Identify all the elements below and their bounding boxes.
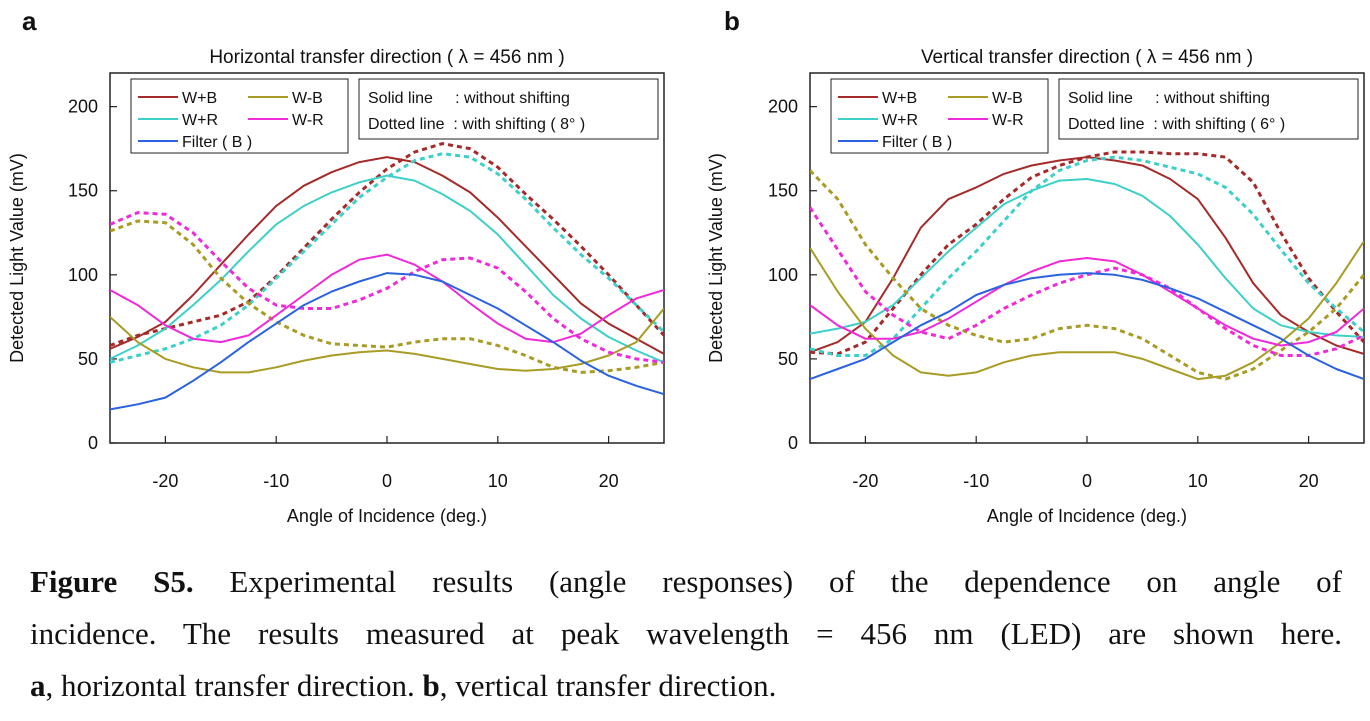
series-line-wplusr-dotted-a [110, 152, 664, 364]
series-line-wplusr-dotted-b [810, 155, 1364, 357]
series-line-wplusr-solid-a [110, 174, 664, 364]
series-line-wminusb-solid-a [110, 307, 664, 374]
series-line-wminusb-solid-b [810, 240, 1364, 381]
legend-b: W+B W-B W+R W-R Filter ( B ) [830, 78, 1049, 154]
y-tick-label-b-150: 150 [768, 181, 798, 201]
series-lines-b [810, 150, 1364, 381]
x-tick-label-b-20: 20 [1299, 471, 1319, 491]
legend-a: W+B W-B W+R W-R Filter ( B ) [130, 78, 349, 154]
panel-b: b Vertical transfer direction ( λ = 456 … [706, 6, 1365, 526]
annotation-solid-b: Solid line : without shifting [1068, 90, 1270, 107]
y-tick-label-b-50: 50 [778, 349, 798, 369]
series-line-wminusr-dotted-a [110, 211, 664, 364]
x-tick-label-b-10: 10 [1188, 471, 1208, 491]
series-line-wminusr-solid-a [110, 253, 664, 344]
y-axis-ticks-a: 0 50 100 150 200 [68, 97, 117, 453]
series-line-wplusr-solid-b [810, 178, 1364, 338]
caption-line-2: incidence. The results measured at peak … [30, 616, 1342, 651]
legend-label-filter-a: Filter ( B ) [182, 134, 252, 151]
y-tick-label-a-200: 200 [68, 97, 98, 117]
series-line-filter-b-solid-a [110, 272, 664, 411]
annotation-solid-a: Solid line : without shifting [368, 90, 570, 107]
legend-label-wpr-b: W+R [882, 112, 918, 129]
caption-ref-a-text: , horizontal transfer direction. [45, 668, 415, 703]
chart-title-a: Horizontal transfer direction ( λ = 456 … [209, 47, 564, 68]
caption-ref-b-text: , vertical transfer direction. [439, 668, 777, 703]
caption-line-1-text: Experimental results (angle responses) o… [229, 564, 1343, 599]
panel-label-a: a [22, 6, 37, 36]
panel-label-b: b [724, 6, 740, 36]
series-lines-a [110, 142, 664, 411]
legend-label-wmb-a: W-B [292, 90, 323, 107]
legend-label-wpr-a: W+R [182, 112, 218, 129]
x-axis-ticks-a: -20 -10 0 10 20 [152, 436, 619, 491]
annotation-box-b [1058, 78, 1359, 140]
legend-label-wpb-a: W+B [182, 90, 217, 107]
y-tick-label-b-0: 0 [788, 433, 798, 453]
y-axis-label-b: Detected Light Value (mV) [706, 153, 726, 363]
y-tick-label-a-50: 50 [78, 349, 98, 369]
annotation-b: Solid line : without shifting Dotted lin… [1058, 78, 1359, 140]
chart-title-b: Vertical transfer direction ( λ = 456 nm… [921, 47, 1253, 68]
x-tick-label-b--10: -10 [963, 471, 989, 491]
series-line-wplusb-dotted-a [110, 142, 664, 347]
figure-s5: a Horizontal transfer direction ( λ = 45… [7, 6, 1365, 526]
series-line-wminusr-dotted-b [810, 206, 1364, 357]
caption-label: Figure S5. [30, 564, 194, 599]
y-tick-label-b-200: 200 [768, 97, 798, 117]
x-tick-label-a--20: -20 [152, 471, 178, 491]
caption-line-1: Figure S5. Experimental results (angle r… [30, 556, 1342, 608]
x-axis-ticks-b: -20 -10 0 10 20 [852, 436, 1319, 491]
legend-label-wmb-b: W-B [992, 90, 1023, 107]
y-axis-ticks-b: 0 50 100 150 200 [768, 97, 817, 453]
annotation-dotted-b: Dotted line : with shifting ( 6° ) [1068, 116, 1285, 133]
annotation-box-a [358, 78, 659, 140]
legend-label-filter-b: Filter ( B ) [882, 134, 952, 151]
y-tick-label-a-0: 0 [88, 433, 98, 453]
x-tick-label-a-10: 10 [488, 471, 508, 491]
series-line-wplusb-dotted-b [810, 150, 1364, 356]
caption-ref-b: b [422, 668, 440, 703]
x-axis-label-a: Angle of Incidence (deg.) [287, 506, 487, 526]
x-tick-label-a--10: -10 [263, 471, 289, 491]
x-tick-label-a-20: 20 [599, 471, 619, 491]
legend-label-wmr-a: W-R [292, 112, 324, 129]
caption-ref-a: a [30, 668, 46, 703]
panel-a: a Horizontal transfer direction ( λ = 45… [7, 6, 665, 526]
x-tick-label-a-0: 0 [382, 471, 392, 491]
legend-label-wmr-b: W-R [992, 112, 1024, 129]
y-tick-label-a-100: 100 [68, 265, 98, 285]
series-line-filter-b-solid-b [810, 272, 1364, 381]
series-line-wminusb-dotted-b [810, 169, 1364, 381]
series-line-wminusr-solid-b [810, 257, 1364, 347]
y-tick-label-a-150: 150 [68, 181, 98, 201]
x-axis-label-b: Angle of Incidence (deg.) [987, 506, 1187, 526]
x-tick-label-b--20: -20 [852, 471, 878, 491]
series-line-wplusb-solid-a [110, 156, 664, 355]
figure-caption: Figure S5. Experimental results (angle r… [30, 556, 1342, 712]
annotation-dotted-a: Dotted line : with shifting ( 8° ) [368, 116, 585, 133]
y-axis-label-a: Detected Light Value (mV) [7, 153, 27, 363]
x-tick-label-b-0: 0 [1082, 471, 1092, 491]
caption-line-3: a, horizontal transfer direction. b, ver… [30, 660, 1342, 712]
y-tick-label-b-100: 100 [768, 265, 798, 285]
annotation-a: Solid line : without shifting Dotted lin… [358, 78, 659, 140]
legend-label-wpb-b: W+B [882, 90, 917, 107]
